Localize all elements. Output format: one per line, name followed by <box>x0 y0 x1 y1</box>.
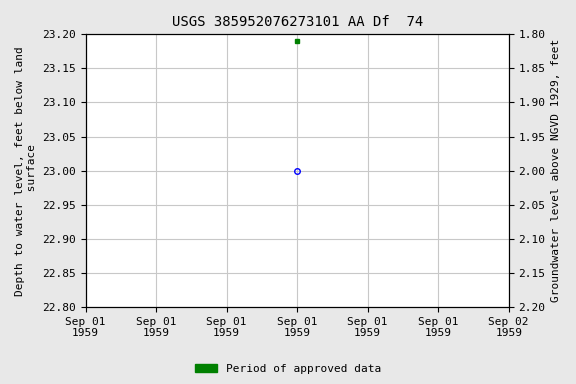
Title: USGS 385952076273101 AA Df  74: USGS 385952076273101 AA Df 74 <box>172 15 423 29</box>
Legend: Period of approved data: Period of approved data <box>191 359 385 379</box>
Y-axis label: Groundwater level above NGVD 1929, feet: Groundwater level above NGVD 1929, feet <box>551 39 561 302</box>
Y-axis label: Depth to water level, feet below land
 surface: Depth to water level, feet below land su… <box>15 46 37 296</box>
